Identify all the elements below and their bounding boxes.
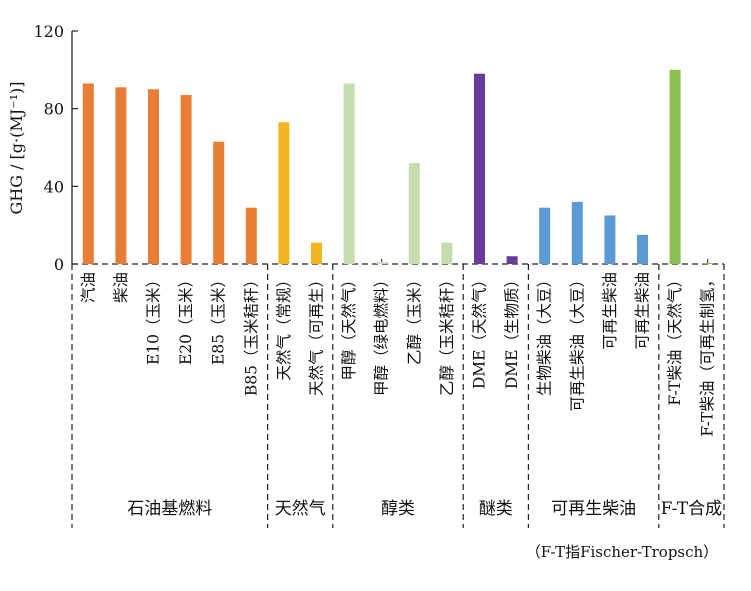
x-tick-label: DME（生物质）	[503, 272, 521, 389]
x-tick-label: E85（玉米）	[210, 272, 228, 365]
bar	[474, 73, 485, 264]
bar	[506, 256, 518, 264]
bar	[441, 242, 453, 264]
bar	[604, 215, 616, 264]
bar	[115, 87, 127, 264]
x-tick-label: 可再生柴油（大豆）	[568, 272, 586, 412]
x-tick-label: E10（玉米）	[145, 272, 163, 365]
bar	[571, 201, 583, 264]
x-tick-label: 可再生柴油	[634, 272, 652, 350]
bar	[148, 89, 159, 264]
x-tick-label: DME（天然气）	[471, 272, 489, 389]
y-tick-label: 0	[54, 255, 64, 274]
group-label: 石油基燃料	[127, 499, 212, 519]
bar	[669, 69, 681, 264]
bar	[213, 141, 225, 264]
bar	[343, 83, 355, 264]
y-tick-label: 80	[44, 100, 64, 119]
bar	[180, 95, 192, 264]
x-tick-label: F-T柴油（天然气）	[666, 272, 684, 406]
x-tick-label: 可再生柴油	[601, 272, 619, 350]
bar	[637, 234, 648, 264]
bar	[702, 263, 714, 264]
x-tick-label: 天然气（可再生）	[308, 272, 326, 396]
group-label: 醚类	[479, 499, 513, 519]
bar	[539, 207, 551, 264]
x-tick-label: 汽油	[79, 272, 97, 303]
footnote: （F-T指Fischer-Tropsch）	[526, 543, 718, 561]
bar	[82, 83, 94, 264]
x-tick-label: 生物柴油（大豆）	[536, 272, 554, 396]
group-label: 醇类	[381, 499, 415, 519]
group-label: F-T合成	[661, 499, 723, 519]
y-tick-label: 40	[44, 177, 64, 196]
y-axis-title: GHG / [g·(MJ⁻¹)]	[7, 81, 26, 214]
group-label: 天然气	[275, 499, 326, 519]
group-label: 可再生柴油	[551, 499, 636, 519]
x-tick-label: B85（玉米秸秆）	[242, 272, 260, 396]
y-tick-label: 120	[33, 22, 64, 41]
x-tick-label: 甲醇（天然气）	[340, 272, 358, 381]
x-tick-label: 乙醇（玉米秸秆）	[438, 272, 456, 396]
bar	[245, 207, 257, 264]
bars-layer	[82, 69, 714, 264]
labels-layer: 汽油 柴油 E10（玉米） E20（玉米） E85（玉米） B85（玉米秸秆） 天然气（常规…	[79, 272, 722, 519]
bar	[278, 122, 290, 264]
x-tick-label: 天然气（常规）	[275, 272, 293, 381]
x-tick-label: F-T柴油（可再生制氢，	[699, 272, 717, 437]
x-tick-label: 乙醇（玉米）	[405, 272, 423, 365]
bar	[408, 163, 420, 264]
x-tick-label: E20（玉米）	[177, 272, 195, 365]
bar	[311, 242, 322, 264]
x-tick-label: 柴油	[112, 272, 130, 303]
x-tick-label: 甲醇（绿电燃料）	[373, 272, 391, 396]
bar	[376, 262, 388, 264]
